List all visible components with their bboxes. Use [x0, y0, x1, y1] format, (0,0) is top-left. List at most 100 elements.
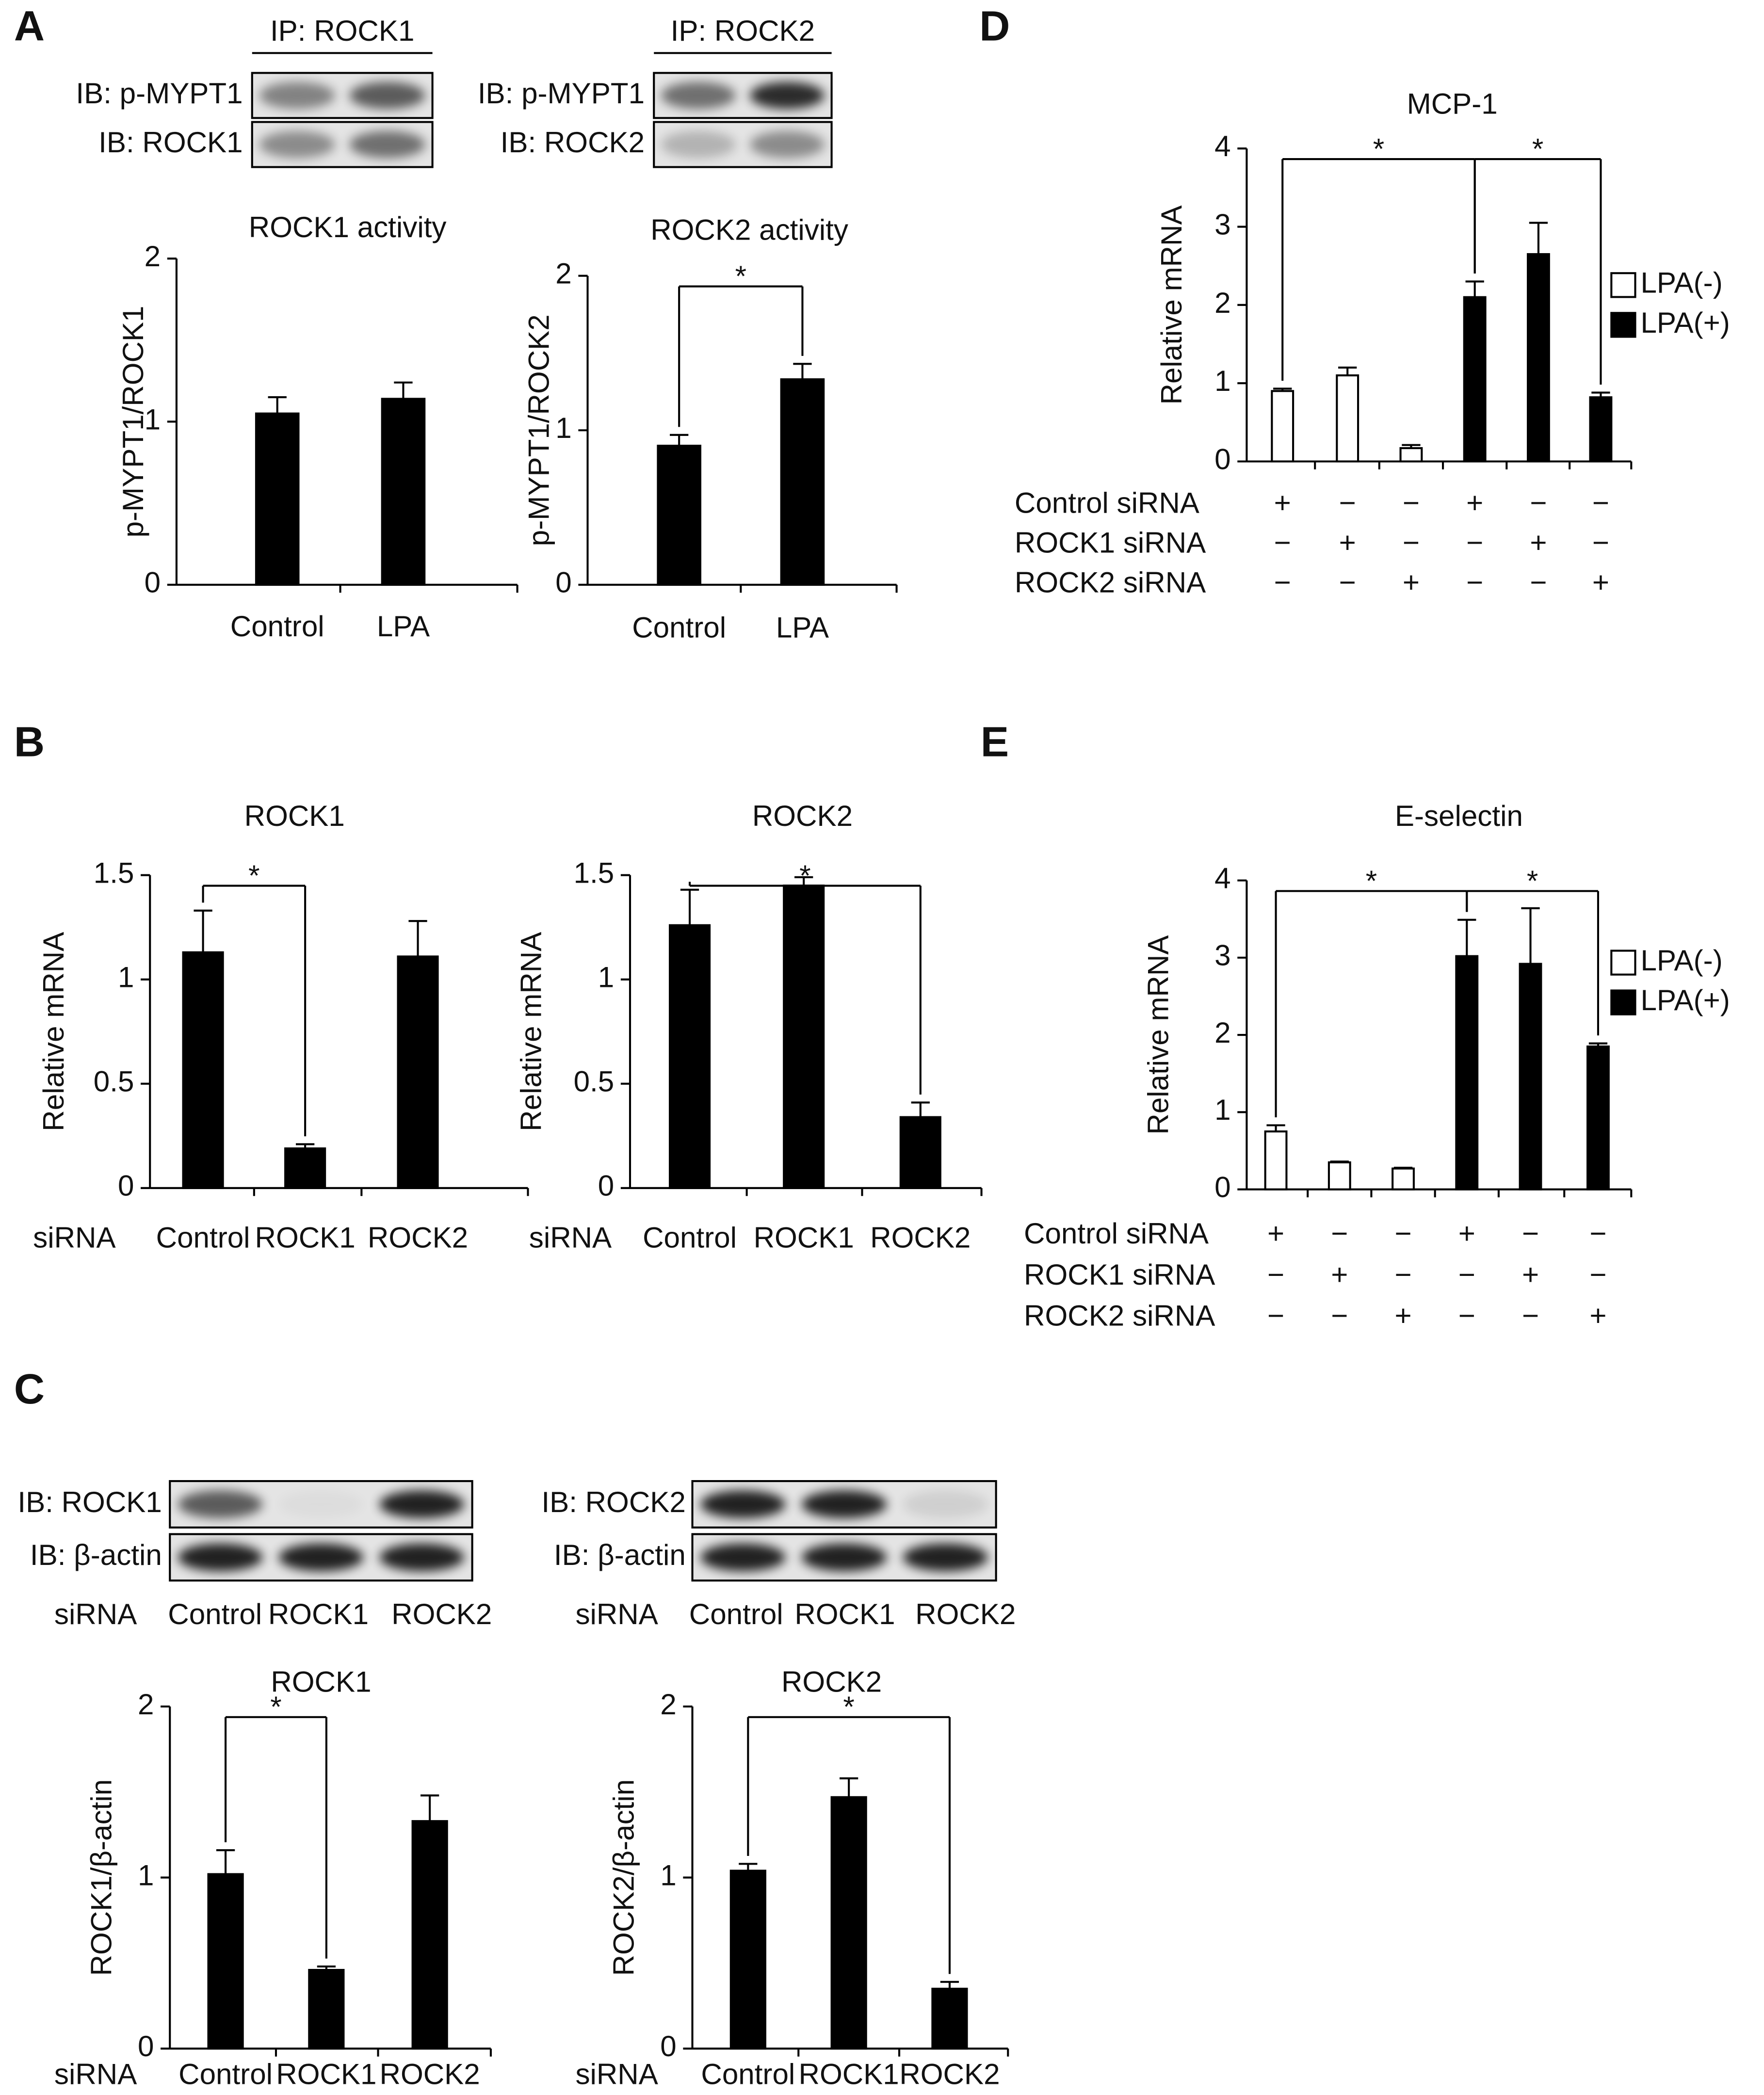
blot-row-label: IB: ROCK1	[17, 1486, 162, 1518]
significance-label: *	[735, 260, 746, 292]
bar	[1586, 1045, 1610, 1191]
y-axis-label: ROCK1/β-actin	[85, 1779, 117, 1976]
x-axis-label: siRNA	[529, 1221, 612, 1254]
legend-label: LPA(-)	[1640, 267, 1722, 299]
panel-label: A	[14, 2, 45, 49]
condition-label: ROCK2 siRNA	[1024, 1300, 1215, 1332]
blot-lane-label: ROCK1	[794, 1598, 895, 1630]
blot-band	[700, 1543, 786, 1571]
condition-label: Control siRNA	[1024, 1217, 1209, 1250]
condition-sign: −	[1339, 566, 1356, 599]
x-tick-label: Control	[156, 1221, 250, 1254]
bar	[657, 445, 701, 586]
blot-band	[750, 131, 825, 158]
y-axis-label: p-MYPT1/ROCK2	[523, 314, 555, 546]
chart-title: ROCK2	[781, 1665, 882, 1698]
bar	[1455, 955, 1479, 1191]
blot-band	[700, 1490, 786, 1518]
condition-sign: −	[1267, 1258, 1284, 1291]
panel-label: B	[14, 718, 45, 766]
x-tick-label: ROCK2	[380, 2058, 480, 2091]
y-tick-label: 2	[660, 1688, 676, 1721]
blot-row-label: IB: p-MYPT1	[478, 77, 645, 110]
y-tick-label: 1	[660, 1859, 676, 1891]
legend-swatch	[1610, 312, 1636, 338]
x-tick-label: ROCK2	[870, 1221, 971, 1254]
significance-label: *	[1532, 133, 1543, 165]
condition-sign: −	[1394, 1217, 1411, 1250]
y-tick-label: 0.5	[574, 1065, 615, 1098]
y-tick-label: 1.5	[94, 856, 134, 889]
condition-sign: −	[1331, 1217, 1348, 1250]
y-tick-label: 0	[1214, 443, 1230, 475]
bar	[1392, 1167, 1415, 1191]
condition-sign: +	[1339, 527, 1356, 559]
bar	[830, 1796, 867, 2050]
significance-label: *	[1527, 865, 1538, 897]
y-axis-label: p-MYPT1/ROCK1	[117, 306, 149, 538]
condition-label: ROCK2 siRNA	[1015, 566, 1206, 599]
blot-band	[750, 81, 825, 109]
legend-swatch	[1610, 950, 1636, 976]
y-tick-label: 0	[145, 566, 161, 599]
bar	[931, 1987, 968, 2050]
condition-sign: −	[1466, 566, 1483, 599]
significance-label: *	[1373, 133, 1384, 165]
bar	[1271, 390, 1295, 463]
x-tick-label: LPA	[377, 610, 430, 643]
x-axis-label: siRNA	[575, 2058, 658, 2091]
y-tick-label: 2	[1214, 287, 1230, 319]
y-tick-label: 0	[555, 566, 571, 599]
bar	[381, 398, 426, 586]
condition-sign: −	[1339, 487, 1356, 519]
chart-title: ROCK1 activity	[249, 211, 447, 243]
significance-label: *	[843, 1691, 854, 1723]
blot-row-label: IB: ROCK2	[501, 126, 645, 159]
condition-label: Control siRNA	[1015, 487, 1199, 519]
condition-sign: −	[1592, 527, 1609, 559]
bar	[1589, 396, 1613, 463]
condition-sign: −	[1458, 1300, 1475, 1332]
y-axis-label: ROCK2/β-actin	[608, 1779, 640, 1976]
condition-sign: +	[1403, 566, 1420, 599]
blot-row-label: IB: ROCK2	[541, 1486, 685, 1518]
x-tick-label: LPA	[776, 612, 829, 644]
blot-band	[379, 1543, 465, 1571]
y-tick-label: 0	[1214, 1171, 1230, 1203]
y-tick-label: 2	[555, 258, 571, 290]
bar	[729, 1869, 766, 2050]
condition-sign: −	[1466, 527, 1483, 559]
bar	[397, 955, 439, 1189]
blot-row-label: IB: β-actin	[554, 1539, 686, 1571]
bar	[783, 885, 825, 1189]
blot-row-label: IB: β-actin	[30, 1539, 162, 1571]
bar	[308, 1969, 345, 2050]
condition-label: ROCK1 siRNA	[1024, 1258, 1215, 1291]
y-tick-label: 1	[555, 412, 571, 444]
condition-sign: +	[1522, 1258, 1539, 1291]
condition-sign: −	[1522, 1300, 1539, 1332]
x-tick-label: ROCK2	[368, 1221, 468, 1254]
y-axis-label: Relative mRNA	[515, 932, 547, 1131]
x-tick-label: ROCK1	[276, 2058, 376, 2091]
blot-band	[349, 131, 425, 158]
bar	[1399, 447, 1423, 463]
bar	[182, 951, 224, 1189]
y-tick-label: 3	[1214, 939, 1230, 972]
x-tick-label: Control	[632, 612, 726, 644]
x-tick-label: Control	[178, 2058, 273, 2091]
chart-title: ROCK1	[244, 800, 345, 832]
blot-band	[801, 1490, 887, 1518]
blot-lane-label: ROCK2	[391, 1598, 492, 1630]
y-tick-label: 1	[138, 1859, 154, 1891]
bar	[1526, 253, 1550, 463]
chart-title: ROCK2	[752, 800, 853, 832]
y-tick-label: 4	[1214, 862, 1230, 894]
bar	[1519, 963, 1542, 1191]
legend-swatch	[1610, 989, 1636, 1015]
condition-sign: −	[1403, 487, 1420, 519]
condition-sign: −	[1592, 487, 1609, 519]
x-tick-label: ROCK1	[799, 2058, 899, 2091]
y-tick-label: 2	[145, 240, 161, 273]
